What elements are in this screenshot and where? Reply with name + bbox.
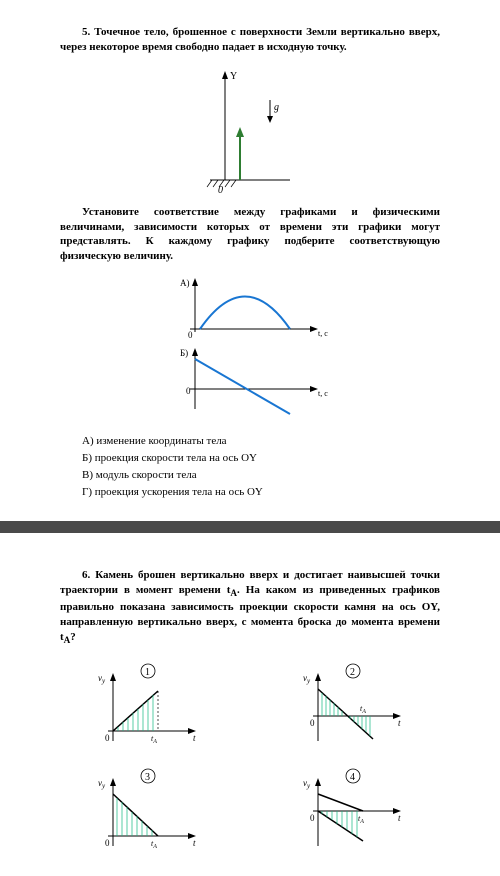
graph-2-vlabel: vy [303, 673, 311, 685]
graph-b-label: Б) [180, 348, 188, 358]
graph-1-number: 1 [145, 667, 150, 678]
graph-a-origin: 0 [188, 330, 193, 340]
graph-4-number: 4 [350, 772, 355, 783]
graph-b-tlabel: t, c [318, 389, 328, 398]
graphs-ab-svg: А) 0 t, c Б) 0 t, c [150, 274, 350, 424]
option-c: В) модуль скорости тела [82, 468, 440, 483]
page-2: 6. Камень брошен вертикально вверх и дос… [0, 533, 500, 876]
graph-1-ta: tA [151, 734, 157, 745]
graph-4-origin: 0 [310, 813, 315, 823]
problem-6-statement: 6. Камень брошен вертикально вверх и дос… [60, 568, 440, 646]
problem-5-statement: 5. Точечное тело, брошенное с поверхност… [60, 25, 440, 55]
graph-3-tlabel: t [193, 838, 196, 848]
graph-a-tlabel: t, c [318, 329, 328, 338]
option-d: Г) проекция ускорения тела на ось OY [82, 485, 440, 500]
figure-throw-diagram: Y 0 g [60, 65, 440, 195]
graph-3-origin: 0 [105, 838, 110, 848]
graph-2-tlabel: t [398, 718, 401, 728]
graph-2-number: 2 [350, 667, 355, 678]
graph-4-tlabel: t [398, 813, 401, 823]
problem-6-graph-grid: 1 vy 0 t tA [60, 661, 440, 856]
graph-4: 4 vy 0 t tA [298, 766, 408, 856]
y-axis-label: Y [230, 71, 237, 82]
g-label: g [274, 102, 279, 113]
graph-4-ta: tA [358, 814, 364, 825]
graph-b-origin: 0 [186, 386, 191, 396]
figure-graphs-ab: А) 0 t, c Б) 0 t, c [60, 274, 440, 424]
problem-5-text: Точечное тело, брошенное с поверхности З… [60, 26, 440, 53]
throw-svg: Y 0 g [190, 65, 310, 195]
option-a: А) изменение координаты тела [82, 434, 440, 449]
page-1: 5. Точечное тело, брошенное с поверхност… [0, 0, 500, 521]
graph-4-vlabel: vy [303, 778, 311, 790]
problem-6-number: 6. [82, 569, 90, 581]
option-b: Б) проекция скорости тела на ось OY [82, 451, 440, 466]
graph-2-origin: 0 [310, 718, 315, 728]
graph-1: 1 vy 0 t tA [93, 661, 203, 751]
graph-1-tlabel: t [193, 733, 196, 743]
graph-3-vlabel: vy [98, 778, 106, 790]
graph-3-ta: tA [151, 839, 157, 850]
graph-2: 2 vy 0 t tA [298, 661, 408, 751]
graph-2-ta: tA [360, 704, 366, 715]
graph-3-number: 3 [145, 772, 150, 783]
problem-5-instruction: Установите соответствие между графиками … [60, 205, 440, 264]
graph-3: 3 vy 0 t tA [93, 766, 203, 856]
graph-1-vlabel: vy [98, 673, 106, 685]
graph-1-origin: 0 [105, 733, 110, 743]
problem-6-text: Камень брошен вертикально вверх и достиг… [60, 569, 440, 642]
graph-a-label: А) [180, 278, 190, 288]
problem-5-options: А) изменение координаты тела Б) проекция… [82, 434, 440, 499]
problem-5-number: 5. [82, 26, 90, 38]
origin-label: 0 [218, 185, 223, 195]
